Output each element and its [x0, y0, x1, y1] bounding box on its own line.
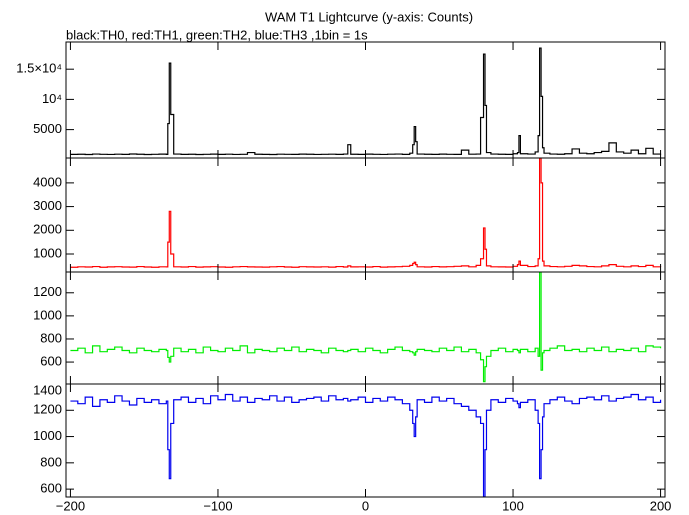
y-tick-label: 4000 — [33, 174, 62, 189]
y-tick-label: 1400 — [33, 382, 62, 397]
y-tick-label: 5000 — [33, 121, 62, 136]
x-tick-label: −200 — [56, 498, 85, 513]
x-tick-label: 100 — [502, 498, 524, 513]
x-tick-label: 0 — [362, 498, 369, 513]
y-tick-label: 600 — [40, 353, 62, 368]
x-tick-label: −100 — [203, 498, 232, 513]
x-tick-label: 200 — [650, 498, 672, 513]
y-tick-label: 800 — [40, 454, 62, 469]
y-tick-label: 1200 — [33, 402, 62, 417]
light-curve — [70, 47, 662, 156]
y-tick-label: 1.5×10⁴ — [16, 61, 62, 76]
chart-subtitle: black:TH0, red:TH1, green:TH2, blue:TH3 … — [66, 27, 368, 42]
y-tick-label: 600 — [40, 481, 62, 496]
light-curve — [70, 393, 662, 497]
y-tick-label: 800 — [40, 330, 62, 345]
y-tick-label: 3000 — [33, 198, 62, 213]
y-tick-label: 1200 — [33, 284, 62, 299]
y-tick-label: 1000 — [33, 245, 62, 260]
y-tick-label: 1000 — [33, 428, 62, 443]
y-tick-label: 2000 — [33, 222, 62, 237]
y-tick-label: 10⁴ — [42, 91, 62, 106]
chart-title: WAM T1 Lightcurve (y-axis: Counts) — [265, 9, 473, 24]
light-curve — [70, 158, 662, 268]
y-tick-label: 1000 — [33, 307, 62, 322]
light-curve — [70, 272, 662, 383]
